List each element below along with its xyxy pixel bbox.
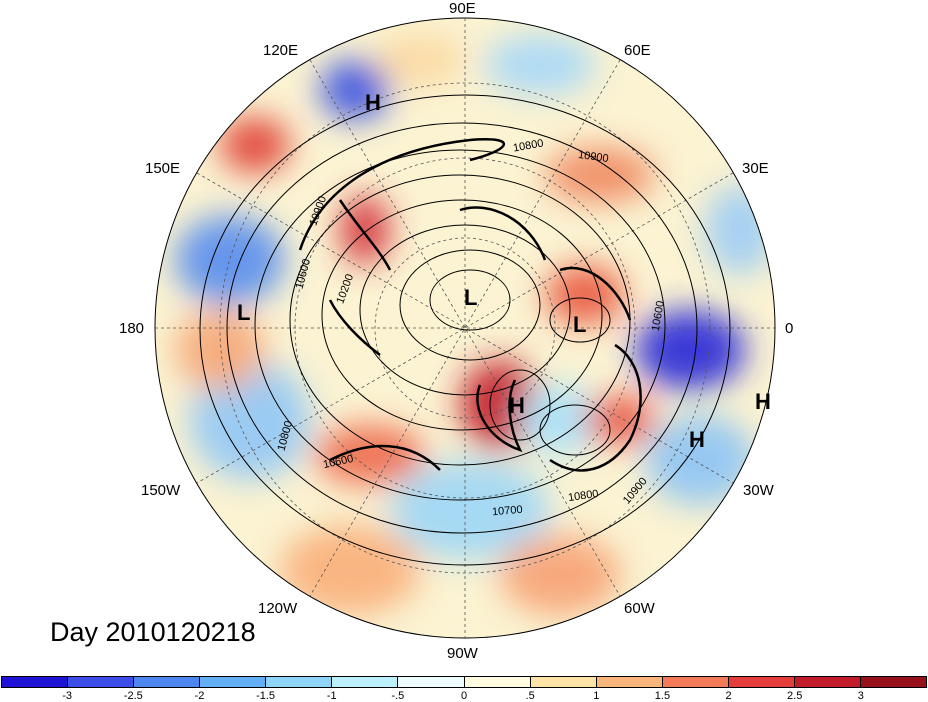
lon-label-150e: 150E — [145, 160, 181, 177]
day-title: Day 2010120218 — [50, 617, 256, 647]
colorbar-tick-label: 0 — [460, 690, 468, 702]
colorbar-tick-label: -1.5 — [256, 690, 276, 702]
lon-label-30e: 30E — [742, 160, 769, 177]
graticule — [155, 18, 775, 638]
lon-label-150w: 150W — [141, 482, 181, 499]
colorbar-tick-label: -2 — [194, 690, 205, 702]
colorbar-tick-label: -2.5 — [123, 690, 143, 702]
lon-label-120e: 120E — [263, 42, 299, 59]
high-marker: H — [365, 90, 381, 115]
colorbar-tick-label: 2 — [725, 690, 732, 702]
colorbar-swatch — [266, 677, 333, 687]
colorbar-swatch — [662, 677, 729, 687]
colorbar-tick-label: 3 — [857, 690, 864, 702]
colorbar-swatch — [596, 677, 663, 687]
lon-label-180: 180 — [119, 320, 145, 337]
high-marker-atlantic: H — [509, 393, 525, 418]
lon-label-0: 0 — [785, 320, 794, 337]
colorbar-tick-label: 2.5 — [787, 690, 803, 702]
lon-label-90e: 90E — [449, 0, 476, 17]
colorbar-swatch — [794, 677, 862, 687]
lon-label-120w: 120W — [258, 600, 298, 617]
colorbar-swatch — [464, 677, 531, 687]
high-marker-30w: H — [689, 427, 705, 452]
colorbar-tick-label: -1 — [326, 690, 337, 702]
geopotential-contours — [199, 94, 731, 566]
colorbar-swatch — [332, 677, 399, 687]
colorbar-swatch — [728, 677, 795, 687]
colorbar-swatch — [530, 677, 597, 687]
colorbar-swatch — [861, 677, 927, 687]
colorbar-tick-label: 1.5 — [654, 690, 671, 702]
lon-label-60e: 60E — [624, 42, 651, 59]
colorbar-swatch — [398, 677, 465, 687]
colorbar-swatch — [134, 677, 201, 687]
low-marker: L — [237, 300, 251, 325]
high-marker-east: H — [755, 389, 771, 414]
low-marker-0: L — [573, 312, 587, 337]
colorbar-tick-label: .5 — [525, 690, 535, 702]
colorbar-tick-label: -3 — [62, 690, 73, 702]
jet-contours — [298, 138, 642, 472]
colorbar-tick-label: 1 — [593, 690, 600, 702]
lon-label-60w: 60W — [624, 600, 655, 617]
colorbar-swatch — [2, 677, 69, 687]
colorbar-swatch — [200, 677, 267, 687]
colorbar — [1, 676, 927, 688]
lon-label-90w: 90W — [447, 645, 478, 662]
colorbar-tick-label: -.5 — [391, 690, 405, 702]
lon-label-30w: 30W — [743, 482, 774, 499]
colorbar-swatch — [68, 677, 135, 687]
low-marker-pole: L — [464, 285, 478, 310]
